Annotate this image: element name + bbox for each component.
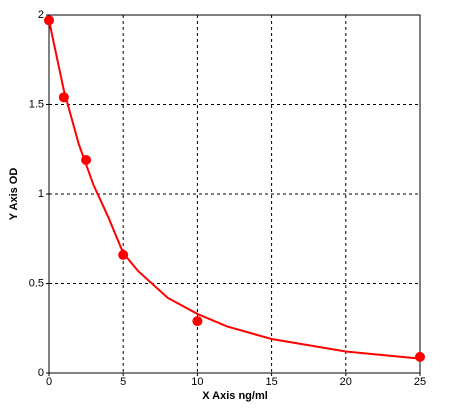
plot-frame — [48, 14, 421, 374]
y-tick-label: 1.5 — [29, 98, 44, 110]
data-point — [44, 15, 54, 26]
x-tick-label: 20 — [340, 376, 352, 388]
x-tick-label: 0 — [46, 376, 52, 388]
x-tick-label: 5 — [120, 376, 126, 388]
x-axis-title: X Axis ng/ml — [202, 390, 268, 402]
x-tick-label: 25 — [414, 376, 426, 388]
x-tick-label: 10 — [191, 376, 203, 388]
x-tick-label: 15 — [265, 376, 277, 388]
data-point — [81, 154, 92, 165]
y-axis-title: Y Axis OD — [8, 168, 20, 221]
y-tick-label: 0.5 — [29, 277, 44, 289]
data-point — [58, 92, 69, 103]
data-point — [118, 249, 129, 260]
y-tick-label: 1 — [38, 188, 44, 200]
fit-curve — [48, 20, 421, 360]
data-point — [192, 316, 203, 327]
data-point — [415, 351, 425, 362]
y-tick-label: 2 — [38, 9, 44, 21]
y-tick-label: 0 — [38, 367, 44, 379]
